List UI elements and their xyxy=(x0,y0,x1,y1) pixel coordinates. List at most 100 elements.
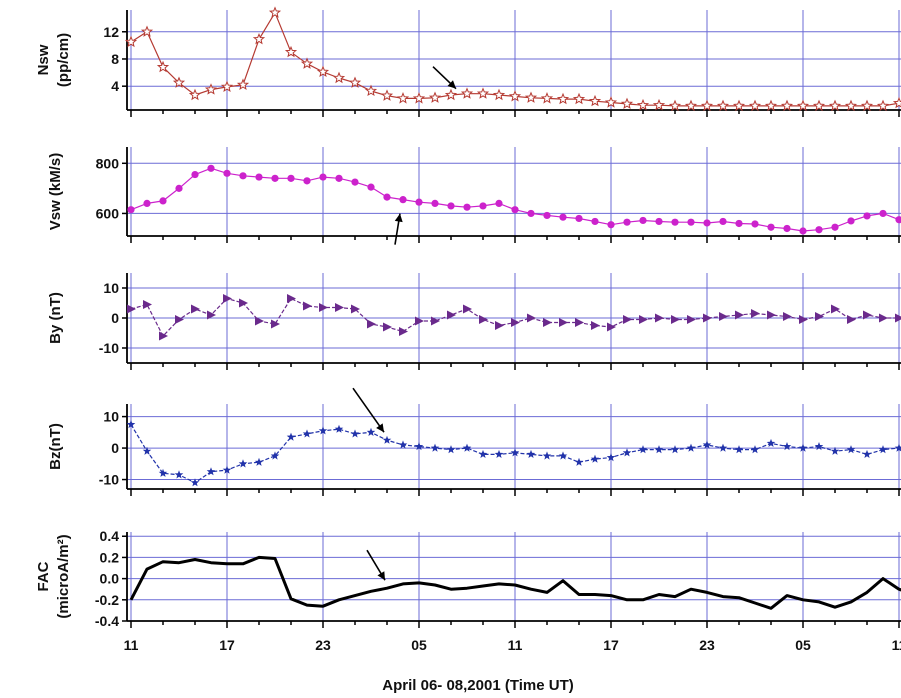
data-point xyxy=(191,304,200,314)
data-point xyxy=(863,212,871,220)
y-tick-label: 0.2 xyxy=(100,549,120,565)
data-point xyxy=(734,445,744,454)
x-tick-label: 17 xyxy=(219,637,235,653)
data-point xyxy=(332,71,346,84)
data-point xyxy=(207,310,216,320)
data-point xyxy=(431,199,439,208)
data-point xyxy=(476,87,490,99)
data-point xyxy=(751,309,760,318)
data-point xyxy=(558,451,568,460)
y-tick-label: 800 xyxy=(96,155,120,171)
y-tick-label: -10 xyxy=(99,340,119,356)
x-tick-label: 11 xyxy=(892,637,901,653)
y-axis-label: Bz(nT) xyxy=(47,423,64,470)
data-point xyxy=(796,99,810,112)
data-point xyxy=(350,429,360,438)
y-tick-label: -0.2 xyxy=(95,592,119,608)
data-point xyxy=(479,315,488,324)
y-tick-label: 0 xyxy=(111,310,119,326)
data-point xyxy=(879,209,887,218)
data-point xyxy=(255,316,264,326)
data-point xyxy=(846,445,856,454)
data-point xyxy=(591,321,600,330)
data-point xyxy=(366,427,376,436)
data-point xyxy=(159,331,168,341)
data-point xyxy=(588,94,602,107)
data-point xyxy=(844,99,858,112)
y-axis-label: (microA/m²) xyxy=(55,534,72,618)
x-tick-label: 11 xyxy=(124,637,139,653)
data-point xyxy=(620,97,634,109)
x-tick-label: 05 xyxy=(795,637,811,653)
data-point xyxy=(463,203,471,211)
y-tick-label: 10 xyxy=(103,280,119,296)
data-point xyxy=(364,84,378,97)
data-point xyxy=(718,443,728,452)
data-point xyxy=(239,172,247,180)
data-point xyxy=(604,96,618,108)
data-point xyxy=(127,206,135,214)
chart-panel: 600 800 Vsw (kM/s) xyxy=(47,147,901,245)
data-point xyxy=(636,98,650,111)
series-line xyxy=(129,555,901,610)
data-point xyxy=(831,223,839,231)
data-point xyxy=(396,92,410,104)
data-point xyxy=(510,448,520,457)
data-point xyxy=(702,440,712,449)
data-point xyxy=(719,217,727,226)
data-point xyxy=(446,445,456,454)
data-point xyxy=(876,99,890,112)
data-point xyxy=(623,315,632,324)
data-point xyxy=(607,322,616,332)
data-point xyxy=(174,470,184,479)
data-point xyxy=(703,313,712,323)
data-point xyxy=(892,96,901,109)
data-point xyxy=(719,312,728,321)
data-point xyxy=(124,35,138,48)
data-point xyxy=(415,198,423,206)
data-point xyxy=(447,310,456,320)
data-point xyxy=(847,217,855,225)
data-point xyxy=(831,304,840,314)
data-point xyxy=(732,99,746,112)
y-tick-label: 600 xyxy=(96,205,120,221)
data-point xyxy=(508,90,522,102)
data-point xyxy=(143,300,152,309)
annotation-arrowhead xyxy=(377,571,385,581)
data-point xyxy=(751,220,759,228)
data-point xyxy=(686,443,696,452)
data-point xyxy=(126,420,136,429)
data-point xyxy=(238,459,248,468)
data-point xyxy=(172,76,186,88)
data-point xyxy=(590,454,600,463)
data-point xyxy=(254,457,264,466)
annotation-arrowhead xyxy=(394,213,403,223)
y-tick-label: 4 xyxy=(111,78,119,94)
data-point xyxy=(847,315,856,324)
data-point xyxy=(223,169,231,177)
data-point xyxy=(700,99,714,112)
data-point xyxy=(652,98,666,111)
y-tick-label: 12 xyxy=(103,24,119,40)
data-point xyxy=(716,99,730,112)
x-tick-label: 17 xyxy=(603,637,619,653)
data-point xyxy=(495,321,504,330)
data-point xyxy=(268,6,282,18)
data-point xyxy=(367,319,376,329)
y-axis-label: (pp/cm) xyxy=(55,33,72,87)
data-point xyxy=(143,199,151,208)
data-point xyxy=(495,199,503,208)
data-point xyxy=(638,445,648,454)
data-point xyxy=(895,313,901,323)
data-point xyxy=(671,315,680,324)
data-point xyxy=(207,164,215,172)
data-point xyxy=(287,294,296,303)
data-point xyxy=(462,443,472,452)
data-point xyxy=(156,60,170,73)
data-point xyxy=(687,218,695,226)
data-point xyxy=(398,440,408,449)
data-point xyxy=(815,312,824,321)
data-point xyxy=(623,218,631,226)
data-point xyxy=(543,211,551,220)
data-point xyxy=(556,92,570,105)
